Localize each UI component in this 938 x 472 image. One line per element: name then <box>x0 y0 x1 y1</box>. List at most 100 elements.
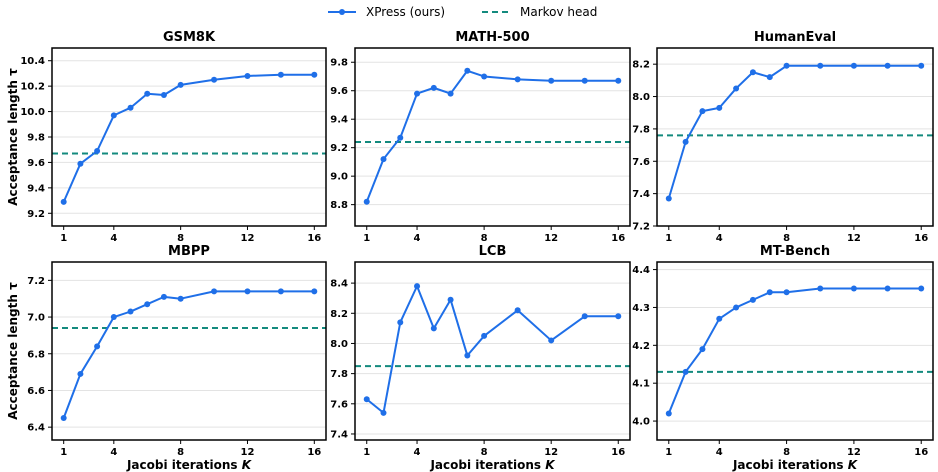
data-point <box>581 77 588 84</box>
data-point <box>363 396 370 403</box>
x-tick-label: 1 <box>60 447 67 458</box>
data-point <box>817 62 824 69</box>
x-tick-label: 4 <box>414 447 421 458</box>
y-tick-label: 10.0 <box>20 107 45 118</box>
panel-title: GSM8K <box>163 30 216 45</box>
x-axis-label-var: K <box>242 458 253 472</box>
data-point <box>447 296 454 303</box>
plot-frame <box>51 261 327 441</box>
data-point <box>514 307 521 314</box>
x-axis-label-var: K <box>545 458 556 472</box>
data-point <box>783 62 790 69</box>
y-tick-label: 10.2 <box>20 82 45 93</box>
data-point <box>397 134 404 141</box>
x-axis-label-text: Jacobi iterations <box>429 458 545 472</box>
xpress-series-line <box>62 73 315 203</box>
data-point <box>211 76 218 83</box>
panel-gsm8k: GSM8K 9.2 9.4 9.6 9.8 10.0 10.2 10.4 1 4 8 12 16 Acce… <box>6 30 327 244</box>
panels-group: GSM8K 9.2 9.4 9.6 9.8 10.0 10.2 10.4 1 4 8 12 16 Acce… <box>6 30 934 472</box>
data-point <box>716 104 723 111</box>
data-point <box>817 285 824 292</box>
data-point <box>581 313 588 320</box>
y-tick-label: 4.0 <box>632 417 650 428</box>
data-point <box>749 296 756 303</box>
x-tick-label: 16 <box>611 233 625 244</box>
y-tick-label: 9.6 <box>27 158 45 169</box>
data-point <box>311 71 318 78</box>
data-point <box>277 71 284 78</box>
data-point <box>60 198 67 205</box>
xpress-series-line <box>667 287 922 414</box>
x-tick-label: 16 <box>914 447 928 458</box>
data-point <box>682 138 689 145</box>
x-tick-label: 16 <box>611 447 625 458</box>
x-tick-label: 12 <box>847 233 861 244</box>
x-tick-label: 12 <box>847 447 861 458</box>
data-point <box>766 289 773 296</box>
data-point <box>850 285 857 292</box>
y-tick-label: 9.8 <box>27 133 45 144</box>
data-point <box>144 90 151 97</box>
x-tick-label: 8 <box>481 233 488 244</box>
panel-title: MATH-500 <box>455 30 529 45</box>
legend-xpress-label: XPress (ours) <box>366 5 445 19</box>
data-point <box>211 288 218 295</box>
data-point <box>716 315 723 322</box>
y-axis-label: Acceptance length τ <box>6 68 20 206</box>
x-tick-label: 16 <box>307 447 321 458</box>
panel-math-500: MATH-500 8.8 9.0 9.2 9.4 9.6 9.8 1 4 8 12 16 <box>330 30 631 244</box>
data-point <box>733 85 740 92</box>
y-tick-label: 7.8 <box>632 124 650 135</box>
y-tick-label: 7.6 <box>632 157 650 168</box>
y-tick-label: 9.2 <box>330 143 348 154</box>
xpress-series-line <box>62 290 315 419</box>
y-tick-label: 8.0 <box>330 339 348 350</box>
x-tick-label: 4 <box>110 233 117 244</box>
y-tick-label: 8.4 <box>330 279 348 290</box>
y-tick-label: 4.4 <box>632 265 650 276</box>
panel-humaneval: HumanEval 7.2 7.4 7.6 7.8 8.0 8.2 1 4 8 12 16 <box>632 30 934 244</box>
data-point <box>749 69 756 76</box>
y-tick-label: 7.2 <box>632 222 650 233</box>
data-point <box>884 62 891 69</box>
y-tick-label: 7.4 <box>330 429 348 440</box>
y-tick-label: 9.8 <box>330 58 348 69</box>
data-point <box>380 409 387 416</box>
data-point <box>160 92 167 99</box>
x-tick-label: 8 <box>783 447 790 458</box>
y-tick-label: 4.1 <box>632 379 650 390</box>
data-point <box>615 77 622 84</box>
x-tick-label: 4 <box>716 233 723 244</box>
y-tick-label: 9.2 <box>27 209 45 220</box>
data-point <box>160 293 167 300</box>
data-point <box>127 308 134 315</box>
plot-frame <box>354 47 631 227</box>
y-tick-label: 7.8 <box>330 369 348 380</box>
y-tick-label: 9.4 <box>330 115 348 126</box>
data-point <box>77 160 84 167</box>
y-tick-label: 7.6 <box>330 399 348 410</box>
x-tick-label: 8 <box>783 233 790 244</box>
y-tick-label: 7.4 <box>632 189 650 200</box>
x-axis-label-text: Jacobi iterations <box>732 458 848 472</box>
legend-xpress-marker <box>339 9 345 15</box>
panel-title: MBPP <box>168 244 210 259</box>
y-tick-label: 9.0 <box>330 172 348 183</box>
x-tick-label: 1 <box>665 233 672 244</box>
data-point <box>665 195 672 202</box>
data-point <box>548 337 555 344</box>
x-axis-label: Jacobi iterations K <box>732 458 859 472</box>
data-point <box>548 77 555 84</box>
y-tick-label: 7.2 <box>27 276 45 287</box>
x-tick-label: 8 <box>481 447 488 458</box>
plot-frame <box>656 261 934 441</box>
data-point <box>177 81 184 88</box>
y-tick-label: 8.8 <box>330 200 348 211</box>
data-point <box>464 352 471 359</box>
data-point <box>733 304 740 311</box>
data-point <box>110 112 117 119</box>
data-point <box>699 108 706 115</box>
x-tick-label: 12 <box>241 233 255 244</box>
y-tick-label: 8.2 <box>330 309 348 320</box>
x-axis-label-text: Jacobi iterations <box>126 458 242 472</box>
